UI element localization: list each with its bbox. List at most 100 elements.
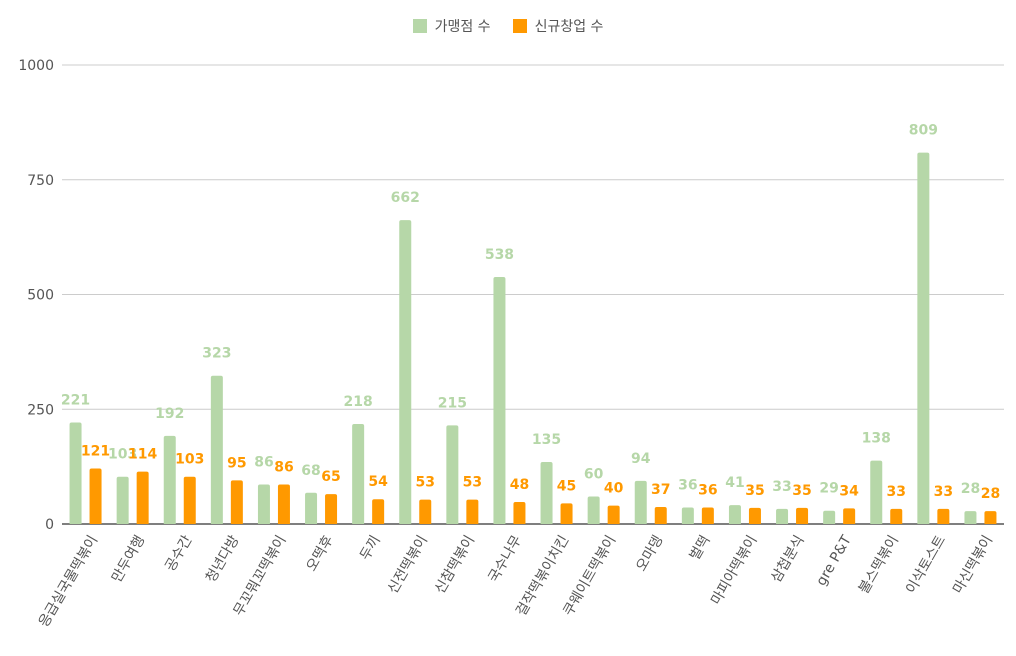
x-tick-label-16: gre P&T: [813, 532, 855, 588]
bar-franchise-15[interactable]: [776, 508, 789, 524]
data-label-startup-13: 36: [698, 482, 717, 498]
bar-startup-11[interactable]: [607, 505, 620, 524]
bar-franchise-11[interactable]: [587, 496, 600, 524]
legend-item-new-startup-count[interactable]: 신규창업 수: [512, 16, 604, 36]
data-label-franchise-11: 60: [584, 466, 604, 482]
x-tick-label-6: 두끼: [357, 533, 384, 563]
bar-franchise-7[interactable]: [399, 220, 412, 524]
bar-startup-17[interactable]: [890, 508, 903, 524]
x-tick-label-14: 마피아떡볶이: [708, 533, 760, 608]
bar-franchise-2[interactable]: [163, 435, 176, 524]
bar-franchise-10[interactable]: [540, 462, 553, 524]
bar-franchise-0[interactable]: [69, 422, 82, 524]
data-label-franchise-19: 28: [961, 481, 980, 497]
data-label-startup-6: 54: [368, 474, 388, 490]
bar-franchise-8[interactable]: [446, 425, 459, 524]
data-label-startup-9: 48: [510, 477, 529, 493]
data-label-startup-12: 37: [651, 482, 670, 498]
bar-startup-19[interactable]: [984, 511, 997, 524]
data-label-startup-11: 40: [604, 481, 624, 497]
bar-franchise-13[interactable]: [681, 507, 694, 524]
y-tick-label: 0: [45, 517, 54, 533]
x-tick-label-13: 벌떡: [687, 533, 714, 563]
bar-startup-12[interactable]: [654, 507, 667, 524]
bar-startup-1[interactable]: [136, 471, 149, 524]
data-label-franchise-10: 135: [532, 432, 561, 448]
bar-startup-8[interactable]: [466, 499, 479, 524]
data-label-startup-0: 121: [81, 443, 110, 459]
data-label-franchise-1: 103: [108, 447, 137, 463]
x-tick-label-5: 오떡후: [304, 533, 337, 575]
bar-franchise-19[interactable]: [964, 511, 977, 524]
data-label-franchise-7: 662: [391, 190, 420, 206]
data-label-franchise-3: 323: [202, 346, 231, 362]
data-label-startup-2: 103: [175, 452, 204, 468]
bar-startup-3[interactable]: [230, 480, 243, 524]
bar-startup-9[interactable]: [513, 501, 526, 524]
bar-startup-15[interactable]: [796, 507, 809, 524]
y-axis: 0 250 500 750 1000: [18, 58, 54, 533]
data-label-franchise-13: 36: [678, 477, 697, 493]
x-tick-label-3: 청년다방: [203, 533, 243, 586]
bar-franchise-14[interactable]: [728, 505, 741, 524]
bar-startup-10[interactable]: [560, 503, 573, 524]
x-tick-label-9: 국수나무: [486, 533, 526, 586]
bar-startup-4[interactable]: [277, 484, 290, 524]
bar-startup-16[interactable]: [843, 508, 856, 524]
bar-franchise-12[interactable]: [634, 480, 647, 524]
x-tick-label-17: 불스떡볶이: [856, 533, 902, 597]
x-tick-label-7: 신전떡볶이: [385, 533, 431, 597]
bar-startup-13[interactable]: [701, 507, 714, 524]
data-label-franchise-17: 138: [862, 431, 891, 447]
data-label-franchise-16: 29: [819, 481, 838, 497]
bar-startup-5[interactable]: [325, 494, 338, 524]
legend-label-franchise: 가맹점 수: [434, 19, 491, 35]
bar-franchise-17[interactable]: [870, 460, 883, 524]
data-label-franchise-8: 215: [438, 395, 467, 411]
bar-franchise-18[interactable]: [917, 152, 930, 524]
x-tick-label-1: 만두여행: [109, 533, 149, 586]
legend: 가맹점 수 신규창업 수: [0, 16, 1016, 36]
bar-franchise-5[interactable]: [305, 492, 318, 524]
bar-franchise-6[interactable]: [352, 423, 365, 524]
data-label-startup-14: 35: [745, 483, 764, 499]
bar-startup-18[interactable]: [937, 508, 950, 524]
legend-swatch-franchise: [412, 19, 427, 33]
y-tick-label: 1000: [18, 58, 54, 74]
data-label-franchise-15: 33: [772, 479, 791, 495]
bar-startup-7[interactable]: [419, 499, 432, 524]
bar-franchise-1[interactable]: [116, 476, 129, 524]
data-label-franchise-6: 218: [344, 394, 373, 410]
data-label-franchise-4: 86: [254, 455, 273, 471]
data-label-franchise-2: 192: [155, 406, 184, 422]
data-label-startup-4: 86: [274, 460, 293, 476]
data-label-startup-1: 114: [128, 447, 157, 463]
x-tick-label-0: 응급실국물떡볶이: [36, 533, 101, 630]
data-label-startup-17: 33: [887, 484, 906, 500]
bar-startup-6[interactable]: [372, 499, 385, 524]
bar-franchise-16[interactable]: [823, 510, 836, 524]
x-tick-label-19: 마신떡볶이: [950, 533, 996, 597]
bar-startup-14[interactable]: [748, 507, 761, 524]
bar-startup-2[interactable]: [183, 476, 196, 524]
data-label-startup-7: 53: [416, 475, 435, 491]
bar-franchise-9[interactable]: [493, 277, 506, 524]
data-label-franchise-12: 94: [631, 451, 651, 467]
data-label-startup-16: 34: [839, 483, 859, 499]
data-label-startup-18: 33: [934, 484, 953, 500]
data-label-startup-5: 65: [321, 469, 340, 485]
x-tick-label-15: 삼첩분식: [768, 533, 808, 586]
legend-swatch-startup: [512, 19, 527, 33]
legend-item-franchise-count[interactable]: 가맹점 수: [412, 16, 491, 36]
bar-franchise-4[interactable]: [257, 484, 270, 524]
bar-startup-0[interactable]: [89, 468, 102, 524]
bar-franchise-3[interactable]: [210, 375, 223, 524]
legend-label-startup: 신규창업 수: [534, 19, 604, 35]
y-tick-label: 250: [27, 402, 54, 418]
bars: [69, 152, 997, 524]
data-label-startup-3: 95: [227, 455, 246, 471]
data-label-startup-8: 53: [463, 475, 482, 491]
